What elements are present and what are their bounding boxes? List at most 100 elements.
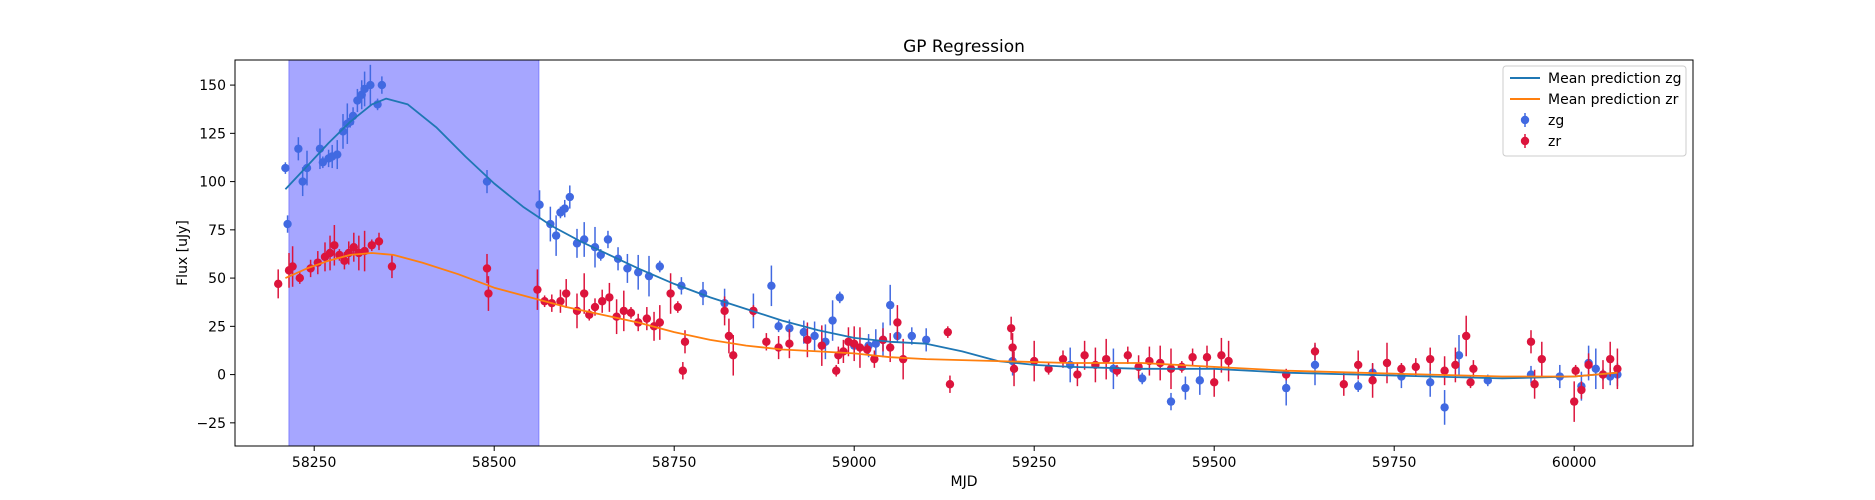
zr-point [1156, 358, 1165, 368]
zr-point [1382, 358, 1392, 368]
zg-point [302, 163, 312, 173]
zr-point [1530, 380, 1539, 389]
zr-point [1217, 351, 1226, 360]
zr-point [533, 285, 542, 294]
zg-point [1166, 397, 1176, 406]
zr-point [1123, 351, 1133, 360]
zr-point [387, 262, 397, 271]
zr-point [803, 335, 812, 345]
zr-point [274, 279, 283, 289]
zr-point [642, 314, 652, 323]
legend-label: zg [1548, 113, 1564, 129]
zr-point [1339, 380, 1349, 389]
zr-point [945, 380, 955, 389]
zr-point [1134, 362, 1143, 372]
zr-point [598, 297, 607, 306]
zg-point [1426, 378, 1435, 387]
zg-point [1066, 360, 1075, 370]
zg-point [596, 250, 605, 260]
zg-point [366, 80, 375, 90]
zg-point [1354, 381, 1363, 391]
zg-point [835, 293, 844, 302]
mean-prediction-zg-line [284, 97, 1618, 380]
zg-point [298, 177, 307, 186]
zr-point [870, 354, 879, 364]
zg-point [333, 150, 342, 159]
zr-point [832, 366, 841, 375]
zr-point [666, 289, 675, 298]
x-tick-label: 59000 [832, 455, 877, 471]
zg-point [1310, 360, 1320, 370]
zr-point [556, 297, 565, 306]
y-tick-label: 150 [199, 78, 226, 94]
zr-point [1224, 356, 1233, 366]
zr-point [1030, 356, 1039, 366]
zg-point [565, 192, 574, 202]
zr-point [1613, 364, 1622, 373]
zr-point [1462, 331, 1471, 341]
zg-point [785, 324, 794, 333]
zr-point [295, 273, 304, 283]
zr-point [626, 308, 636, 318]
zg-point [907, 331, 916, 341]
zr-point [349, 243, 358, 252]
zr-point [325, 248, 335, 258]
zr-point [605, 293, 614, 302]
zr-point [1426, 354, 1435, 364]
zr-point [817, 341, 826, 350]
zr-point [288, 262, 297, 271]
zr-point [619, 306, 628, 316]
zr-point [1584, 360, 1593, 370]
zr-point [1008, 343, 1017, 352]
zr-point [1202, 353, 1212, 362]
zr-point [1310, 347, 1320, 356]
zg-point [560, 204, 569, 213]
zg-point [377, 80, 387, 90]
zr-point [1397, 364, 1406, 373]
zr-point [898, 354, 908, 364]
zg-point [828, 316, 837, 325]
y-tick-label: −25 [196, 416, 226, 432]
y-tick-label: 75 [208, 223, 226, 239]
zg-point [1440, 403, 1449, 412]
zr-point [943, 327, 952, 337]
zr-point [1571, 366, 1580, 375]
zg-point [1454, 351, 1464, 360]
x-tick-label: 58500 [472, 455, 517, 471]
zr-point [1368, 376, 1377, 385]
zg-point [283, 219, 292, 229]
zr-point [1102, 354, 1111, 364]
zr-point [1411, 362, 1421, 372]
zg-point [655, 262, 664, 271]
zr-point [484, 289, 493, 298]
zr-point [678, 366, 688, 375]
zr-point [1526, 337, 1536, 346]
zr-point [774, 343, 783, 352]
zg-point [281, 163, 290, 173]
zg-point [799, 327, 808, 337]
zr-point [762, 337, 771, 346]
zr-point [886, 343, 895, 352]
zr-point [839, 347, 848, 356]
zg-point [922, 335, 931, 345]
zg-point [551, 231, 561, 240]
x-tick-label: 59500 [1192, 455, 1237, 471]
y-tick-label: 0 [217, 368, 226, 384]
zg-point [1282, 383, 1291, 393]
zr-point [680, 337, 690, 346]
zr-point [1006, 324, 1016, 333]
zr-point [1537, 354, 1547, 364]
zr-point [1440, 366, 1449, 375]
zr-point [562, 289, 571, 298]
zr-point [1058, 354, 1068, 364]
legend-point-swatch [1520, 136, 1530, 146]
zr-point [1177, 362, 1187, 372]
plot-frame [234, 59, 1694, 447]
legend-label: Mean prediction zg [1548, 71, 1682, 87]
zr-point [340, 256, 349, 265]
zg-point [1591, 364, 1601, 373]
zr-point [1577, 385, 1586, 395]
zr-point [729, 351, 738, 360]
x-tick-label: 60000 [1552, 455, 1597, 471]
